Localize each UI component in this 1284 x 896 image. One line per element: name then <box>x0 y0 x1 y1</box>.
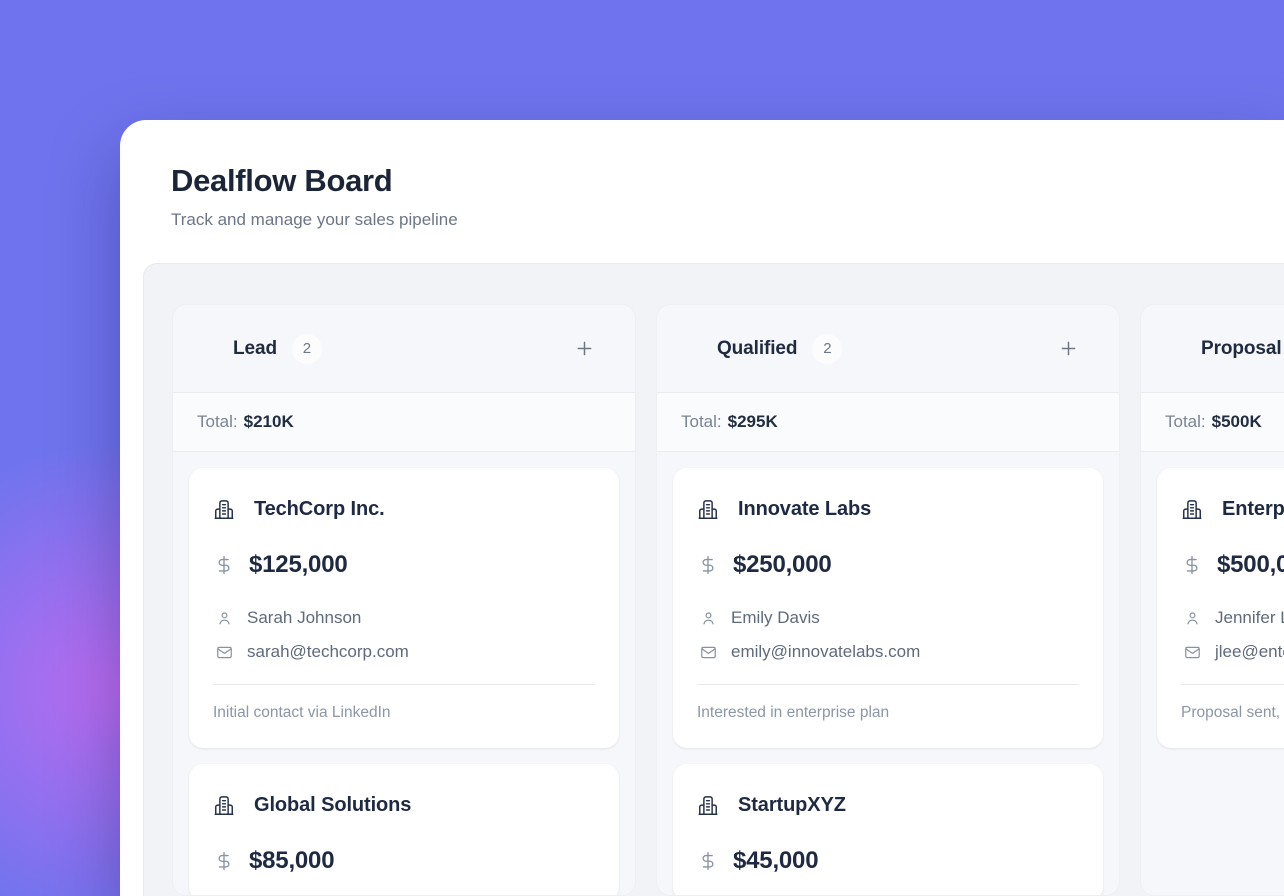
contact-email: sarah@techcorp.com <box>247 642 409 661</box>
user-icon <box>1181 610 1203 627</box>
column-total: Total: $210K <box>173 393 635 452</box>
plus-icon <box>1061 341 1075 356</box>
deal-card[interactable]: Innovate Labs $250,000 Emily Davis emily… <box>673 468 1103 748</box>
card-list: Enterprise Co $500,000 Jennifer Lee jlee… <box>1141 452 1284 895</box>
mail-icon <box>697 644 719 661</box>
deal-amount: $125,000 <box>249 551 348 578</box>
building-icon <box>697 795 719 817</box>
card-divider <box>697 684 1079 685</box>
column-header: Lead 2 <box>173 305 635 393</box>
column-title: Proposal <box>1201 337 1282 359</box>
page-subtitle: Track and manage your sales pipeline <box>171 210 458 229</box>
dollar-icon <box>697 851 719 871</box>
contact-email: jlee@enterprise.com <box>1215 642 1284 661</box>
dollar-icon <box>213 851 235 871</box>
add-card-button[interactable] <box>571 336 597 362</box>
deal-note: Proposal sent, awaiting response <box>1181 704 1284 721</box>
company-name: Innovate Labs <box>738 498 872 520</box>
deal-amount: $85,000 <box>249 847 335 874</box>
deal-note: Initial contact via LinkedIn <box>213 704 391 721</box>
total-value: $295K <box>727 412 778 431</box>
building-icon <box>213 499 235 521</box>
deal-amount: $250,000 <box>733 551 832 578</box>
mail-icon <box>213 644 235 661</box>
kanban-column-qualified: Qualified 2 Total: $295K Innovate Labs <box>656 304 1120 896</box>
total-label: Total: <box>681 412 722 431</box>
mail-icon <box>1181 644 1203 661</box>
contact-name: Jennifer Lee <box>1215 608 1284 627</box>
contact-email: emily@innovatelabs.com <box>731 642 921 661</box>
column-total: Total: $500K <box>1141 393 1284 452</box>
add-card-button[interactable] <box>1055 336 1081 362</box>
kanban-column-proposal: Proposal Total: $500K Enterprise Co <box>1140 304 1284 896</box>
company-name: Global Solutions <box>254 794 412 816</box>
company-name: Enterprise Co <box>1222 498 1284 520</box>
column-header: Proposal <box>1141 305 1284 393</box>
dollar-icon <box>1181 555 1203 575</box>
column-header: Qualified 2 <box>657 305 1119 393</box>
page-title: Dealflow Board <box>171 163 393 198</box>
card-divider <box>213 684 595 685</box>
column-total: Total: $295K <box>657 393 1119 452</box>
deal-card[interactable]: Enterprise Co $500,000 Jennifer Lee jlee… <box>1157 468 1284 748</box>
user-icon <box>213 610 235 627</box>
total-value: $500K <box>1211 412 1262 431</box>
kanban-column-lead: Lead 2 Total: $210K TechCorp Inc. <box>172 304 636 896</box>
deal-amount: $45,000 <box>733 847 819 874</box>
dollar-icon <box>213 555 235 575</box>
column-title: Lead <box>233 337 277 359</box>
building-icon <box>1181 499 1203 521</box>
user-icon <box>697 610 719 627</box>
deal-card[interactable]: TechCorp Inc. $125,000 Sarah Johnson sar… <box>189 468 619 748</box>
column-title: Qualified <box>717 337 798 359</box>
card-list: Innovate Labs $250,000 Emily Davis emily… <box>657 452 1119 895</box>
page-header: Dealflow Board Track and manage your sal… <box>120 120 1284 232</box>
deal-note: Interested in enterprise plan <box>697 704 890 721</box>
deal-amount: $500,000 <box>1217 551 1284 578</box>
app-panel: Dealflow Board Track and manage your sal… <box>120 120 1284 896</box>
card-count-badge: 2 <box>291 333 322 364</box>
kanban-board: Lead 2 Total: $210K TechCorp Inc. <box>143 263 1284 896</box>
plus-icon <box>577 341 591 356</box>
total-label: Total: <box>197 412 238 431</box>
card-list: TechCorp Inc. $125,000 Sarah Johnson sar… <box>173 452 635 895</box>
contact-name: Sarah Johnson <box>247 608 362 627</box>
total-value: $210K <box>243 412 294 431</box>
deal-card[interactable]: StartupXYZ $45,000 <box>673 764 1103 895</box>
contact-name: Emily Davis <box>731 608 820 627</box>
total-label: Total: <box>1165 412 1206 431</box>
card-count-badge: 2 <box>812 333 843 364</box>
deal-card[interactable]: Global Solutions $85,000 <box>189 764 619 895</box>
card-divider <box>1181 684 1284 685</box>
building-icon <box>213 795 235 817</box>
building-icon <box>697 499 719 521</box>
dollar-icon <box>697 555 719 575</box>
company-name: StartupXYZ <box>738 794 846 816</box>
company-name: TechCorp Inc. <box>254 498 385 520</box>
